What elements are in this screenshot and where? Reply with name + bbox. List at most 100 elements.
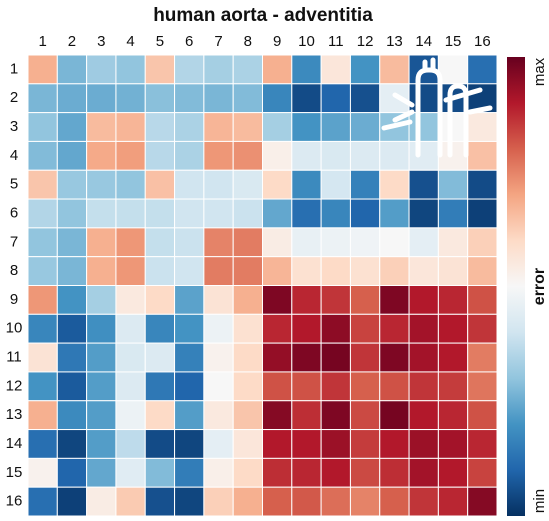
heatmap-cell [232, 400, 263, 431]
heatmap-cell [467, 400, 498, 431]
heatmap-cell [437, 285, 469, 315]
heatmap-cell [320, 140, 351, 171]
heatmap-cell [467, 140, 498, 171]
heatmap-cell [86, 457, 117, 488]
x-tick-label: 9 [273, 33, 281, 50]
heatmap-cell [349, 313, 381, 344]
heatmap-cell [27, 342, 58, 373]
heatmap-cell [144, 400, 176, 431]
heatmap-cell [144, 285, 176, 315]
heatmap-cell [262, 169, 293, 200]
heatmap-cell [349, 342, 381, 373]
heatmap-cell [379, 486, 410, 517]
heatmap-cell [408, 429, 439, 459]
heatmap-cell [27, 486, 58, 517]
heatmap-cell [115, 342, 146, 373]
heatmap-cell [144, 83, 176, 114]
heatmap-cell [232, 256, 263, 286]
heatmap-cell [408, 83, 439, 114]
heatmap-cell [115, 313, 146, 344]
x-tick-label: 16 [474, 33, 491, 50]
heatmap-cell [262, 457, 293, 488]
colorbar-tick-label: max [531, 57, 548, 86]
heatmap-cell [115, 486, 146, 517]
heatmap-cell [115, 112, 146, 142]
heatmap-cell [174, 169, 205, 200]
heatmap-cell [56, 457, 88, 488]
heatmap-cell [174, 486, 205, 517]
heatmap-cell [291, 313, 322, 344]
heatmap-cell [115, 54, 146, 85]
heatmap-cell [467, 285, 498, 315]
x-tick-label: 11 [328, 33, 344, 50]
heatmap-cell [115, 227, 146, 258]
heatmap-cell [174, 112, 205, 142]
y-tick-label: 4 [10, 147, 18, 164]
heatmap-cell [320, 198, 351, 229]
heatmap-cell [379, 227, 410, 258]
heatmap-cell [86, 256, 117, 286]
heatmap-cell [467, 342, 498, 373]
heatmap-cell [262, 112, 293, 142]
heatmap-cell [291, 256, 322, 286]
heatmap-cell [262, 400, 293, 431]
heatmap-cell [291, 112, 322, 142]
heatmap-cell [174, 285, 205, 315]
heatmap-cell [115, 256, 146, 286]
y-tick-label: 16 [6, 493, 23, 510]
heatmap-cell [27, 112, 58, 142]
heatmap-cell [27, 457, 58, 488]
x-tick-label: 1 [38, 33, 46, 50]
heatmap-cell [291, 285, 322, 315]
heatmap-cell [56, 227, 88, 258]
heatmap-cell [408, 112, 439, 142]
heatmap-cell [291, 198, 322, 229]
heatmap-cell [349, 486, 381, 517]
heatmap-cell [144, 140, 176, 171]
heatmap-cell [379, 140, 410, 171]
heatmap-cell [262, 198, 293, 229]
aorta-icon-part [381, 87, 493, 131]
heatmap-cell [86, 371, 117, 402]
heatmap-cell [203, 429, 234, 459]
heatmap-cell [56, 112, 88, 142]
y-tick-label: 6 [10, 204, 18, 221]
heatmap-cell [291, 83, 322, 114]
heatmap-cell [203, 371, 234, 402]
heatmap-cell [86, 227, 117, 258]
x-tick-label: 13 [386, 33, 403, 50]
x-tick-label: 15 [445, 33, 462, 50]
heatmap-cell [27, 256, 58, 286]
x-tick-label: 10 [298, 33, 315, 50]
heatmap-cell [408, 400, 439, 431]
heatmap-cell [174, 54, 205, 85]
heatmap-cell [320, 486, 351, 517]
heatmap-cell [467, 54, 498, 85]
heatmap-cell [437, 169, 469, 200]
heatmap-cell [349, 112, 381, 142]
heatmap-cell [56, 371, 88, 402]
heatmap-cell [467, 169, 498, 200]
heatmap-cell [408, 256, 439, 286]
heatmap-cell [467, 486, 498, 517]
x-tick-label: 7 [214, 33, 222, 50]
heatmap-cell [437, 112, 469, 142]
heatmap-cell [262, 285, 293, 315]
heatmap-cell [174, 83, 205, 114]
heatmap-cell [320, 429, 351, 459]
heatmap-cell [262, 313, 293, 344]
heatmap-cell [56, 140, 88, 171]
heatmap-cell [174, 256, 205, 286]
heatmap-cell [320, 112, 351, 142]
heatmap-cell [320, 227, 351, 258]
y-tick-label: 1 [10, 60, 18, 77]
heatmap-cell [349, 140, 381, 171]
heatmap-cell [232, 429, 263, 459]
heatmap-cell [320, 83, 351, 114]
heatmap-cell [174, 429, 205, 459]
heatmap-cell [437, 457, 469, 488]
heatmap-cell [203, 83, 234, 114]
y-tick-label: 12 [6, 377, 23, 394]
y-tick-label: 10 [6, 320, 23, 337]
y-tick-label: 14 [6, 435, 23, 452]
